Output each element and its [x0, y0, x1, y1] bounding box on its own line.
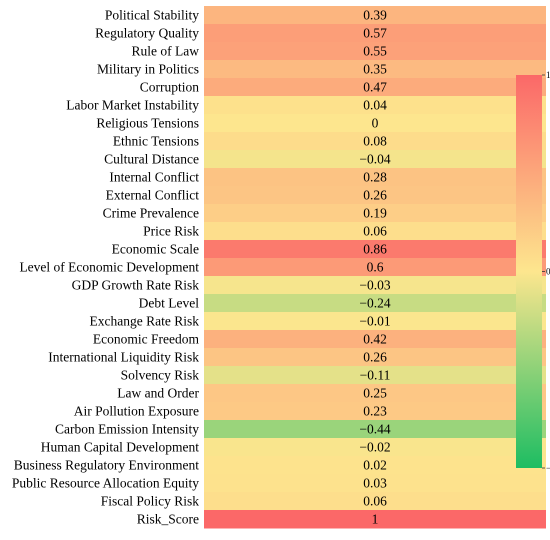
heatmap-cell: [204, 492, 546, 511]
row-label: Price Risk: [143, 224, 199, 239]
cell-value-label: 0.19: [363, 206, 387, 221]
row-label: Regulatory Quality: [95, 26, 199, 41]
cell-value-label: 0.55: [363, 44, 387, 59]
heatmap-cell: [204, 456, 546, 475]
cell-value-label: 0.04: [363, 98, 387, 113]
row-label: Air Pollution Exposure: [74, 404, 199, 419]
row-label: Human Capital Development: [41, 440, 199, 455]
row-label: External Conflict: [106, 188, 200, 203]
cell-value-label: 0.6: [367, 260, 384, 275]
row-label: Exchange Rate Risk: [90, 314, 200, 329]
cell-value-label: 0.26: [363, 350, 387, 365]
row-label: International Liquidity Risk: [48, 350, 199, 365]
cell-value-label: −0.02: [359, 440, 390, 455]
row-label: Fiscal Policy Risk: [101, 494, 200, 509]
cell-value-label: 0.25: [363, 386, 387, 401]
cell-value-label: 0.42: [363, 332, 387, 347]
row-label: Debt Level: [139, 296, 200, 311]
cell-value-label: 0.28: [363, 170, 387, 185]
cell-value-label: 0.47: [363, 80, 387, 95]
heatmap-cell: [204, 132, 546, 151]
cell-value-label: −0.01: [359, 314, 390, 329]
cell-value-label: 0.06: [363, 224, 387, 239]
cell-value-label: 0.08: [363, 134, 387, 149]
heatmap-cell: [204, 168, 546, 187]
heatmap-cell: [204, 312, 546, 331]
row-label: Religious Tensions: [96, 116, 199, 131]
heatmap-cell: [204, 438, 546, 457]
heatmap-cell: [204, 186, 546, 205]
cell-value-label: 0.26: [363, 188, 387, 203]
heatmap-rows: Political Stability 0.39 Regulatory Qualit…: [12, 6, 546, 529]
row-label: Political Stability: [105, 8, 199, 23]
row-label: Business Regulatory Environment: [14, 458, 199, 473]
cell-value-label: −0.03: [359, 278, 390, 293]
cell-value-label: 0.86: [363, 242, 387, 257]
colorbar-tick-label: −1: [546, 463, 550, 473]
heatmap-cell: [204, 78, 546, 97]
row-label: Corruption: [140, 80, 199, 95]
row-label: GDP Growth Rate Risk: [72, 278, 200, 293]
row-label: Level of Economic Development: [19, 260, 199, 275]
colorbar-tick-label: 0: [546, 267, 550, 277]
heatmap-cell: [204, 240, 546, 259]
cell-value-label: −0.11: [360, 368, 391, 383]
heatmap-cell: [204, 24, 546, 43]
heatmap-cell: [204, 510, 546, 529]
row-label: Military in Politics: [97, 62, 199, 77]
heatmap-cell: [204, 96, 546, 115]
heatmap-cell: [204, 294, 546, 313]
row-label: Public Resource Allocation Equity: [12, 476, 199, 491]
cell-value-label: 0.03: [363, 476, 387, 491]
cell-value-label: −0.04: [359, 152, 390, 167]
row-label: Cultural Distance: [104, 152, 199, 167]
heatmap-cell: [204, 42, 546, 61]
heatmap-cell: [204, 348, 546, 367]
cell-value-label: 0.35: [363, 62, 387, 77]
heatmap-cell: [204, 222, 546, 241]
row-label: Labor Market Instability: [66, 98, 199, 113]
cell-value-label: 0.02: [363, 458, 387, 473]
heatmap-cell: [204, 330, 546, 349]
row-label: Ethnic Tensions: [113, 134, 199, 149]
heatmap-cell: [204, 366, 546, 385]
colorbar-tick-label: 1: [546, 70, 550, 80]
heatmap-cell: [204, 150, 546, 169]
heatmap-cell: [204, 276, 546, 295]
row-label: Law and Order: [117, 386, 199, 401]
colorbar: 1 0 −1: [516, 70, 550, 473]
heatmap-cell: [204, 402, 546, 421]
cell-value-label: 0.57: [363, 26, 387, 41]
cell-value-label: 0.39: [363, 8, 387, 23]
heatmap-cell: [204, 114, 546, 133]
row-label: Risk_Score: [137, 512, 199, 527]
heatmap-cell: [204, 384, 546, 403]
row-label: Rule of Law: [132, 44, 200, 59]
row-label: Crime Prevalence: [103, 206, 199, 221]
cell-value-label: 0.06: [363, 494, 387, 509]
heatmap-cell: [204, 474, 546, 493]
cell-value-label: 0.23: [363, 404, 387, 419]
row-label: Carbon Emission Intensity: [55, 422, 199, 437]
heatmap-cell: [204, 258, 546, 277]
heatmap-cell: [204, 60, 546, 79]
row-label: Economic Freedom: [93, 332, 200, 347]
row-label: Internal Conflict: [109, 170, 199, 185]
heatmap-cell: [204, 6, 546, 25]
row-label: Economic Scale: [112, 242, 199, 257]
cell-value-label: −0.44: [359, 422, 390, 437]
heatmap-cell: [204, 204, 546, 223]
cell-value-label: 0: [372, 116, 379, 131]
colorbar-gradient: [516, 75, 542, 468]
cell-value-label: −0.24: [359, 296, 390, 311]
heatmap-cell: [204, 420, 546, 439]
row-label: Solvency Risk: [121, 368, 200, 383]
cell-value-label: 1: [372, 512, 379, 527]
